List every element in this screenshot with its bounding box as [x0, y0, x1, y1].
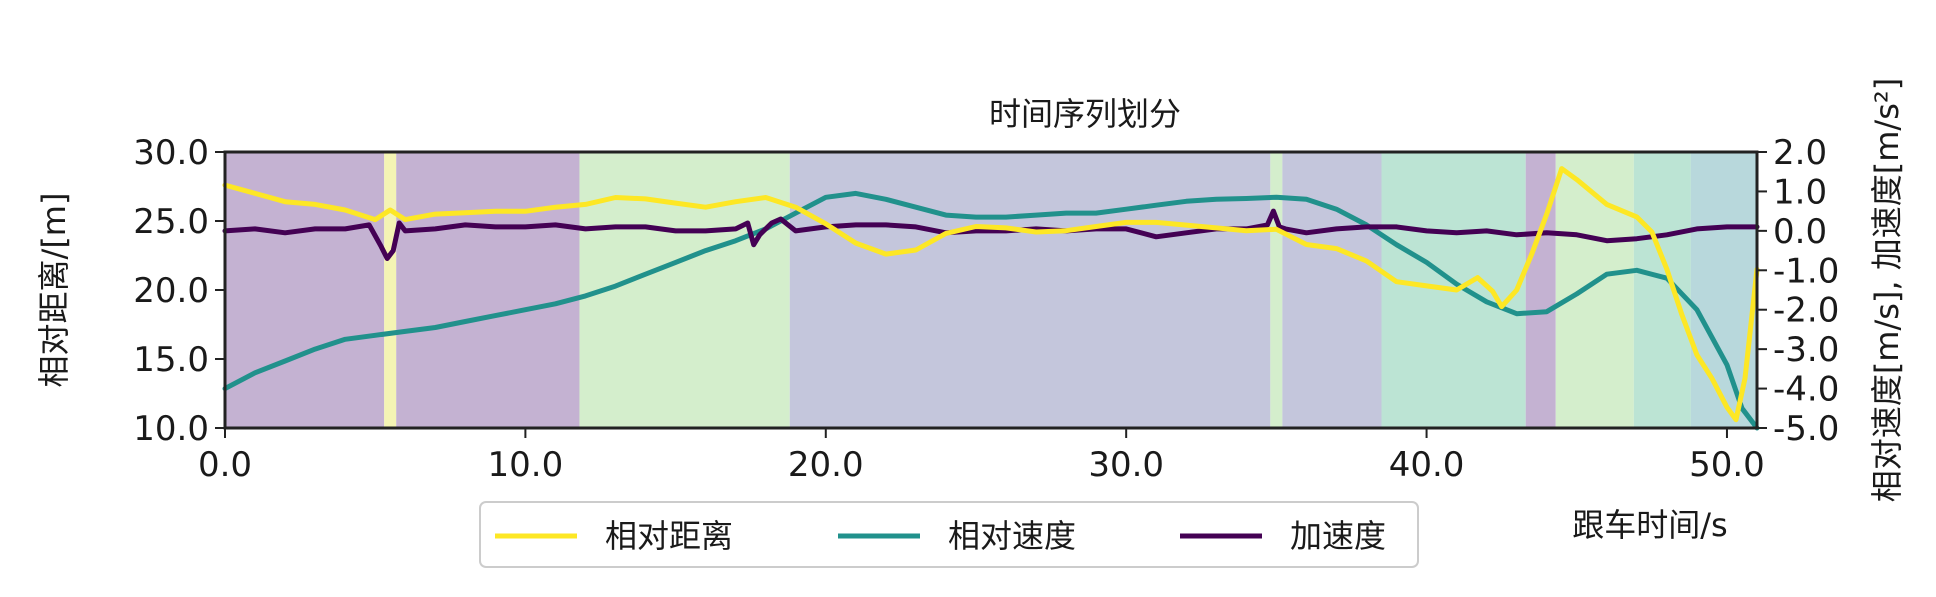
segment-band-5: [1270, 152, 1283, 428]
x-tick-label: 30.0: [1088, 445, 1164, 485]
y-left-tick-label: 25.0: [133, 202, 209, 242]
series-line-0: [222, 166, 1760, 423]
series-lines: [222, 166, 1760, 431]
y-right-axis-label: 相对速度[m/s], 加速度[m/s²]: [1868, 78, 1906, 502]
y-right-axis-ticks: -5.0-4.0-3.0-2.0-1.00.01.02.0: [1757, 133, 1839, 449]
legend-label-1: 相对速度: [948, 517, 1076, 555]
y-right-tick-label: 2.0: [1773, 133, 1827, 173]
legend-label-2: 加速度: [1290, 517, 1386, 555]
legend-box: [479, 501, 1419, 568]
series-line-2: [222, 208, 1760, 261]
x-tick-label: 50.0: [1689, 445, 1765, 485]
segment-band-2: [396, 152, 580, 428]
segment-band-0: [225, 152, 385, 428]
y-right-tick-label: -3.0: [1773, 330, 1839, 370]
segment-band-6: [1282, 152, 1382, 428]
y-left-axis-label: 相对距离/[m]: [35, 193, 73, 388]
y-right-tick-label: -5.0: [1773, 409, 1839, 449]
segment-band-1: [384, 152, 397, 428]
legend: 相对距离 相对速度 加速度: [479, 501, 1419, 568]
y-left-tick-label: 15.0: [133, 340, 209, 380]
x-axis-label: 跟车时间/s: [1572, 506, 1727, 544]
segment-bands: [225, 152, 1757, 428]
y-right-tick-label: 1.0: [1773, 172, 1827, 212]
y-right-tick-label: -4.0: [1773, 370, 1839, 410]
y-right-tick-label: 0.0: [1773, 212, 1827, 252]
y-left-tick-label: 20.0: [133, 271, 209, 311]
series-line-1: [222, 190, 1760, 431]
y-left-axis-ticks: 10.0 15.0 20.0 25.0 30.0: [133, 133, 225, 449]
x-tick-label: 0.0: [198, 445, 252, 485]
segment-band-10: [1633, 152, 1691, 428]
x-tick-label: 20.0: [788, 445, 864, 485]
y-left-tick-label: 30.0: [133, 133, 209, 173]
y-right-tick-label: -1.0: [1773, 251, 1839, 291]
x-tick-label: 40.0: [1389, 445, 1465, 485]
x-tick-label: 10.0: [488, 445, 564, 485]
legend-label-0: 相对距离: [605, 517, 733, 555]
segment-band-9: [1555, 152, 1634, 428]
segment-band-11: [1690, 152, 1757, 428]
y-right-tick-label: -2.0: [1773, 291, 1839, 331]
x-axis-ticks: 0.0 10.0 20.0 30.0 40.0 50.0: [198, 428, 1765, 485]
legend-items: 相对距离 相对速度 加速度: [495, 517, 1386, 555]
y-left-tick-label: 10.0: [133, 409, 209, 449]
chart-title: 时间序列划分: [989, 95, 1181, 133]
